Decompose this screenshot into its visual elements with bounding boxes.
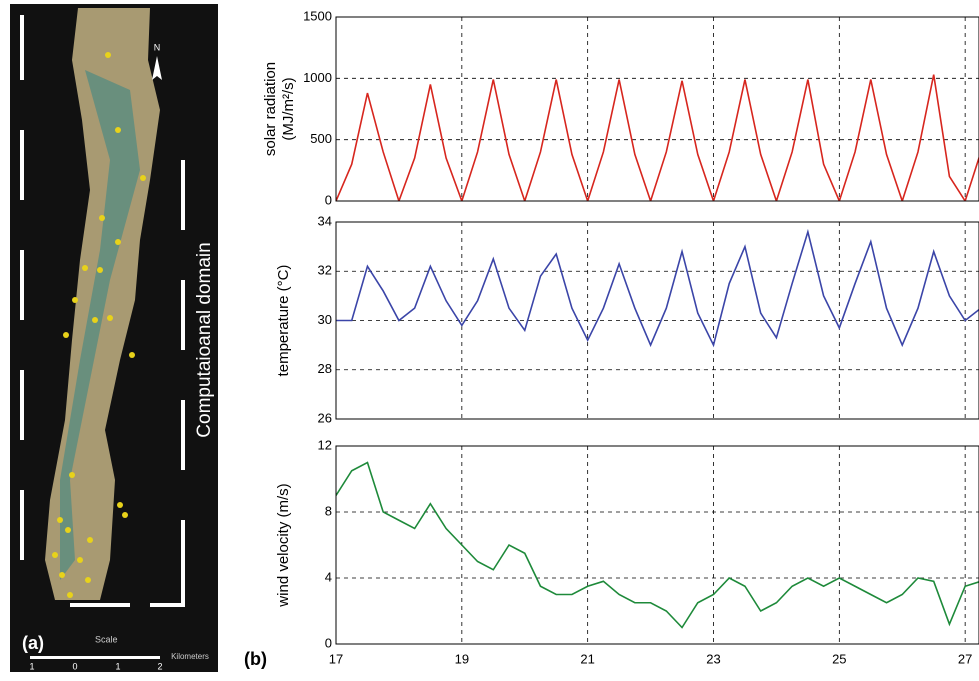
y-tick-label: 0 (325, 192, 332, 207)
y-axis-label: solar radiation (262, 62, 279, 156)
domain-label: Computaioanal domain (194, 242, 215, 437)
scale-tick: 0 (72, 661, 77, 671)
line-chart: 26 28 30 32 34 temperature (°C) (275, 213, 979, 425)
sample-points (52, 52, 146, 598)
domain-boundary (20, 15, 185, 607)
data-line (336, 461, 979, 629)
scale-title: Scale (95, 634, 118, 644)
y-axis-label: temperature (°C) (275, 265, 292, 377)
data-line (336, 228, 979, 348)
scale-background (10, 632, 218, 672)
x-tick-label: 25 (832, 651, 846, 666)
y-tick-label: 500 (310, 131, 332, 146)
x-tick-label: 21 (580, 651, 594, 666)
scale-tick: 2 (157, 661, 162, 671)
plot-frame (335, 445, 979, 645)
panel-label: (b) (244, 649, 267, 669)
north-arrow (152, 56, 162, 80)
plot-frame (335, 16, 979, 202)
y-tick-label: 12 (318, 437, 332, 452)
y-tick-label: 1500 (303, 8, 332, 23)
line-chart: 0 4 8 12 17 19 21 23 25 27 wind velocity (m/s) (275, 437, 979, 666)
line-chart: 0 500 1000 1500 solar radiation (MJ/m²/s) (262, 8, 979, 207)
scale-bar (30, 656, 160, 659)
y-axis-label: wind velocity (m/s) (275, 483, 292, 607)
y-tick-label: 4 (325, 569, 332, 584)
scale-tick: 1 (115, 661, 120, 671)
x-tick-label: 23 (706, 651, 720, 666)
x-tick-label: 19 (455, 651, 469, 666)
y-tick-label: 1000 (303, 70, 332, 85)
data-line (336, 74, 979, 201)
y-tick-label: 32 (318, 263, 332, 278)
river-water (60, 70, 140, 580)
y-tick-label: 34 (318, 213, 332, 228)
y-tick-label: 8 (325, 503, 332, 518)
north-label: N (154, 42, 161, 52)
y-tick-label: 30 (318, 312, 332, 327)
y-tick-label: 26 (318, 410, 332, 425)
panel-label: (a) (22, 633, 44, 653)
x-tick-label: 17 (329, 651, 343, 666)
satellite-panel: Computaioanal domain N (a) Scale Kilomet… (10, 4, 218, 672)
scale-tick: 1 (29, 661, 34, 671)
y-tick-label: 0 (325, 635, 332, 650)
scale-unit: Kilometers (171, 652, 209, 661)
x-tick-label: 27 (958, 651, 972, 666)
plot-frame (335, 221, 979, 420)
y-tick-label: 28 (318, 361, 332, 376)
y-axis-label: (MJ/m²/s) (280, 77, 297, 140)
